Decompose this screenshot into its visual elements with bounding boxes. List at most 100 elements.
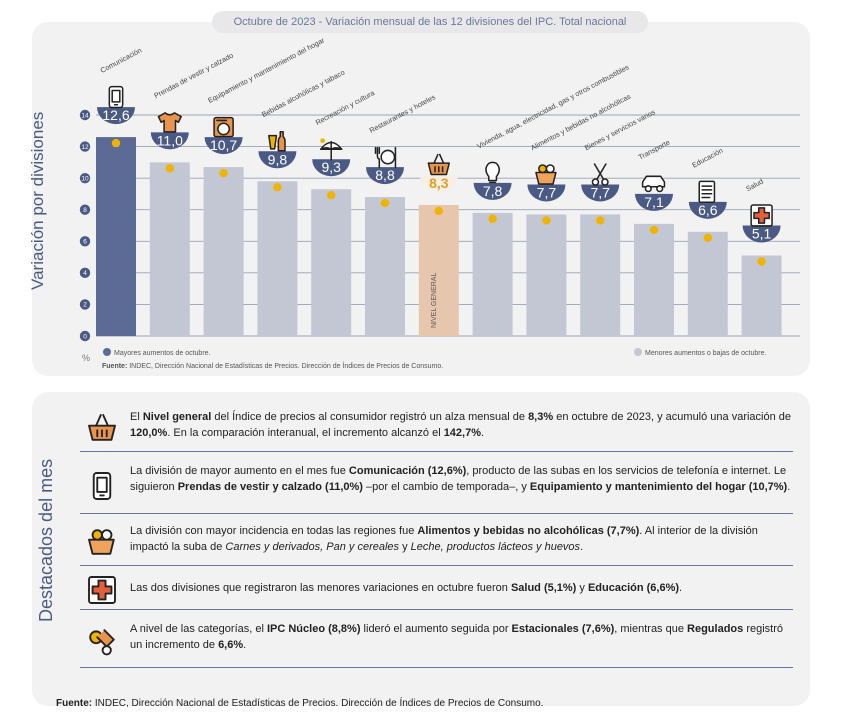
value-label: 9,3 [321, 159, 341, 175]
value-badge [312, 159, 351, 177]
highlight-emphasis: Educación (6,6%) [587, 582, 680, 594]
category-label: Comunicación [99, 46, 143, 75]
tshirt-icon [157, 112, 182, 133]
highlight-emphasis: Equipamiento y mantenimiento del hogar (… [529, 480, 788, 493]
value-badge [366, 167, 404, 185]
categories-icon [89, 629, 115, 656]
legend: Mayores aumentos de octubre. Menores aume… [103, 348, 766, 357]
highlight-text-segment: . [243, 638, 247, 651]
shopping-basket-icon [88, 414, 116, 441]
highlight-text-segment: El [130, 411, 143, 423]
highlight-emphasis: Regulados [687, 623, 744, 635]
value-badge [97, 107, 135, 125]
bar-top-dot [111, 138, 121, 148]
bar-top-dot [165, 164, 174, 173]
highlight-text-segment: del Índice de precios al consumidor regi… [211, 411, 529, 423]
category-label: Educación [691, 146, 725, 170]
highlight-text-segment: y [399, 540, 411, 553]
bar-division [580, 214, 621, 336]
highlight-emphasis: Prendas de vestir y calzado (11,0%) [177, 480, 363, 493]
highlight-text-segment: , mientras que [614, 623, 688, 635]
legend-swatch-low [634, 348, 642, 356]
highlight-emphasis: Alimentos y bebidas no alcohólicas (7,7%… [417, 525, 640, 537]
bar-division [311, 189, 352, 336]
highlight-emphasis: Estacionales (7,6%) [511, 623, 615, 635]
highlight-text: Las dos divisiones que registraron las m… [130, 581, 793, 597]
phone-icon [92, 472, 112, 500]
highlight-text-segment: en octubre de 2023, y acumuló una variac… [553, 411, 792, 423]
bar-division [526, 214, 567, 336]
value-label: 8,3 [429, 175, 449, 191]
highlight-text-segment: . [481, 426, 485, 439]
legend-swatch-high [103, 348, 111, 356]
highlight-text-segment: . [679, 582, 683, 594]
highlight-emphasis: Nivel general [142, 411, 212, 423]
highlight-text-segment: Carnes y derivados, Pan y cereales [225, 540, 400, 553]
bar-top-dot [219, 168, 228, 178]
highlight-text: El Nivel general del Índice de precios a… [130, 410, 793, 441]
y-tick-marker [79, 330, 91, 342]
y-tick-label: 8 [83, 207, 87, 214]
highlight-row: Las dos divisiones que registraron las m… [80, 570, 793, 610]
value-badge [527, 184, 566, 202]
value-label: 12,6 [102, 107, 129, 123]
highlight-text: A nivel de las categorías, el IPC Núcleo… [130, 622, 793, 653]
legend-label-high: Mayores aumentos de octubre. [114, 350, 211, 357]
y-tick-label: 10 [81, 175, 89, 182]
chart-source-label: Fuente: [102, 363, 127, 370]
highlight-row: El Nivel general del Índice de precios a… [80, 404, 793, 452]
legend-label-low: Menores aumentos o bajas de octubre. [645, 350, 766, 357]
value-label: 7,7 [537, 184, 557, 200]
highlights-title: Destacados del mes [36, 458, 56, 622]
value-label: 7,1 [644, 194, 664, 210]
medical-cross-icon [88, 576, 116, 604]
value-label: 8,8 [375, 167, 395, 183]
car-icon [641, 175, 666, 193]
highlight-icon [88, 529, 115, 555]
bar-division [257, 181, 298, 336]
highlight-emphasis: Salud (5,1%) [510, 582, 577, 594]
y-tick-label: 12 [81, 144, 89, 151]
value-label: 10,7 [210, 137, 237, 153]
highlight-emphasis: Comunicación (12,6%) [348, 465, 467, 477]
y-tick-label: 0 [83, 333, 87, 340]
y-tick-label: 14 [81, 112, 89, 119]
highlight-text-segment: –por el cambio de temporada–, y [362, 480, 530, 493]
y-tick-label: 4 [83, 270, 87, 277]
bar-division [472, 212, 513, 336]
shopping-basket-icon [427, 153, 451, 176]
category-label: NIVEL GENERAL [431, 273, 438, 328]
drinks-icon [268, 131, 286, 152]
footer-label: Fuente: [56, 698, 93, 709]
highlight-text-segment: y [576, 582, 588, 594]
category-label: Transporte [637, 138, 672, 162]
highlight-text: La división de mayor aumento en el mes f… [130, 464, 793, 495]
highlight-text-segment: La división con mayor incidencia en toda… [130, 525, 418, 537]
y-tick-marker [79, 299, 91, 310]
highlight-text-segment: registró un incremento de [130, 623, 784, 651]
highlights-panel [32, 392, 810, 706]
value-label: 11,0 [157, 132, 183, 148]
highlight-emphasis: 120,0% [130, 426, 168, 439]
highlight-text: La división con mayor incidencia en toda… [130, 524, 793, 555]
y-tick-marker [79, 172, 91, 184]
groceries-icon [535, 164, 557, 185]
value-badge [258, 151, 297, 169]
bar-top-dot [488, 214, 497, 224]
y-tick-marker [79, 204, 91, 215]
highlight-text-segment: Las dos divisiones que registraron las m… [130, 582, 511, 594]
bar-division [149, 162, 190, 336]
footer-source: Fuente: INDEC, Dirección Nacional de Est… [56, 698, 543, 709]
highlight-text-segment: lideró el aumento seguida por [360, 623, 512, 635]
bar-division [687, 231, 728, 336]
highlight-row: A nivel de las categorías, el IPC Núcleo… [80, 616, 793, 668]
category-label: Recreación y cultura [314, 88, 376, 127]
chart-title: Octubre de 2023 - Variación mensual de l… [212, 11, 648, 33]
highlight-emphasis: IPC Núcleo (8,8%) [266, 623, 361, 635]
bar-chart: 02468101214%12,6Comunicación11,0Prendas … [79, 35, 800, 370]
category-label: Alimentos y bebidas no alcohólicas [529, 92, 632, 153]
medical-cross-icon [750, 204, 773, 227]
y-tick-marker [79, 267, 91, 279]
highlight-text-segment: . [787, 480, 791, 493]
